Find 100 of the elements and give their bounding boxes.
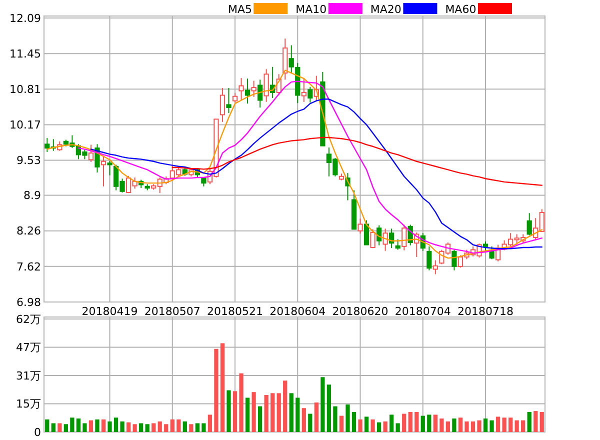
bar [51,423,56,432]
bar [126,422,131,432]
x-tick-label: 20180718 [458,305,514,318]
bar [514,420,519,432]
bar [446,421,450,432]
y-tick-label: 8.26 [16,224,41,238]
candlestick [364,220,370,246]
bar [302,408,306,432]
bar [521,420,526,432]
bar [346,404,350,432]
bar [270,393,275,432]
bar [58,423,62,432]
bar [245,398,250,432]
bar [470,421,476,432]
bar [182,421,187,432]
candlestick [432,260,438,275]
bar [152,423,156,432]
candlestick [426,246,432,271]
bar [276,393,281,432]
y-tick-label: 15万 [16,398,41,411]
legend-label: MA5 [228,3,252,16]
bar [440,418,444,432]
y-tick-label: 10.17 [10,118,41,132]
bar [308,414,312,432]
bar [427,414,432,432]
bar [490,420,494,432]
y-tick-label: 10.81 [10,82,41,96]
bar [76,418,81,432]
legend-label: MA60 [445,3,476,16]
candlestick [264,68,269,102]
bar [208,414,212,432]
bar [114,418,118,432]
bar [483,418,488,432]
bar [364,416,369,432]
bar [358,419,362,432]
x-tick-label: 20180704 [394,305,451,318]
bar [283,380,288,432]
bar [452,418,456,432]
bar [333,406,338,432]
bar [45,419,50,432]
bar [383,421,388,432]
candlestick [226,88,232,114]
bar [496,416,500,432]
candlestick [308,86,313,103]
bar [189,424,194,432]
bar [408,412,412,432]
candlestick [88,144,94,162]
candlestick [238,78,244,101]
bar [108,421,112,432]
bar [64,424,68,432]
bar [289,393,294,432]
bar [420,416,425,432]
candlestick [526,212,532,236]
bar [158,421,162,432]
candlestick [257,79,263,108]
candlestick [232,92,238,103]
bar [139,423,144,432]
y-tick-label: 12.09 [10,12,41,25]
x-tick-label: 20180604 [270,305,326,318]
bar [214,348,218,432]
y-tick-label: 62万 [16,312,41,326]
bar [352,412,356,432]
candlestick [452,249,457,271]
candlestick [100,155,106,187]
y-tick-label: 11.45 [10,47,41,60]
x-tick-label: 20180620 [332,305,388,318]
bar [458,418,463,432]
bar [414,412,419,432]
bar [82,423,87,432]
candlestick [370,228,376,249]
candlestick [358,218,363,234]
bar [145,424,150,432]
bar [326,384,332,432]
candlestick [107,160,112,176]
bar [477,420,482,432]
y-tick-label: 7.62 [16,260,41,274]
bar [339,416,344,432]
bar [433,414,438,432]
bar [226,390,231,432]
candlestick [251,80,256,98]
candlestick [382,228,388,252]
bar [296,398,300,432]
y-tick-label: 47万 [16,341,41,354]
line-series [172,136,542,186]
x-tick-label: 20180521 [207,305,264,318]
y-tick-label: 6.98 [16,296,41,309]
y-tick-label: 0 [34,426,41,439]
bar [534,411,538,432]
candlestick [395,238,400,250]
x-tick-label: 20180507 [144,305,200,318]
bar [258,406,262,432]
bar [164,424,168,432]
candlestick [244,78,250,104]
x-tick-label: 20180419 [82,305,138,318]
bar [527,412,532,432]
bar [88,420,94,432]
candlestick [220,88,226,122]
bar [402,414,406,432]
bar [120,421,124,432]
bar [95,419,100,432]
